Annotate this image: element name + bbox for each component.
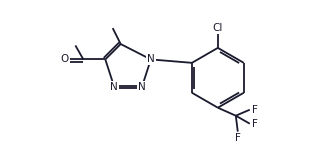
Text: N: N bbox=[138, 82, 146, 92]
Text: O: O bbox=[60, 54, 69, 64]
Text: F: F bbox=[252, 105, 258, 115]
Text: N: N bbox=[148, 54, 155, 64]
Text: N: N bbox=[110, 82, 118, 92]
Text: Cl: Cl bbox=[213, 23, 223, 33]
Text: F: F bbox=[235, 133, 241, 143]
Text: F: F bbox=[252, 119, 258, 129]
